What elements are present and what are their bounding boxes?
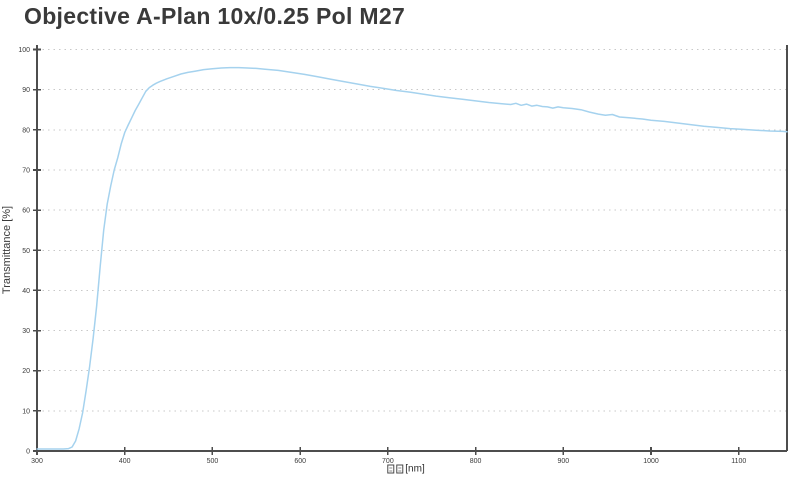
y-tick-label: 10 [22,408,30,415]
y-tick-label: 0 [26,449,30,456]
y-tick-label: 40 [22,288,30,295]
x-tick-label: 1000 [643,458,659,465]
x-axis-label: [nm] [387,463,425,475]
x-tick-label: 700 [382,458,394,465]
missing-glyph-icon [387,464,395,474]
y-tick-label: 30 [22,328,30,335]
x-tick-label: 400 [119,458,131,465]
x-tick-label: 800 [470,458,482,465]
transmittance-curve [36,66,788,450]
missing-glyph-icon [396,464,404,474]
y-tick-label: 20 [22,368,30,375]
x-tick-label: 900 [557,458,569,465]
chart-title: Objective A-Plan 10x/0.25 Pol M27 [24,3,406,29]
y-tick-label: 100 [18,47,30,54]
x-tick-label: 500 [207,458,219,465]
y-tick-label: 60 [22,208,30,215]
y-tick-label: 90 [22,87,30,94]
x-tick-label: 600 [294,458,306,465]
y-tick-label: 80 [22,127,30,134]
y-tick-label: 50 [22,248,30,255]
x-axis-unit: [nm] [405,463,425,475]
x-tick-label: 300 [31,458,43,465]
y-tick-label: 70 [22,167,30,174]
x-tick-label: 1100 [731,458,746,465]
